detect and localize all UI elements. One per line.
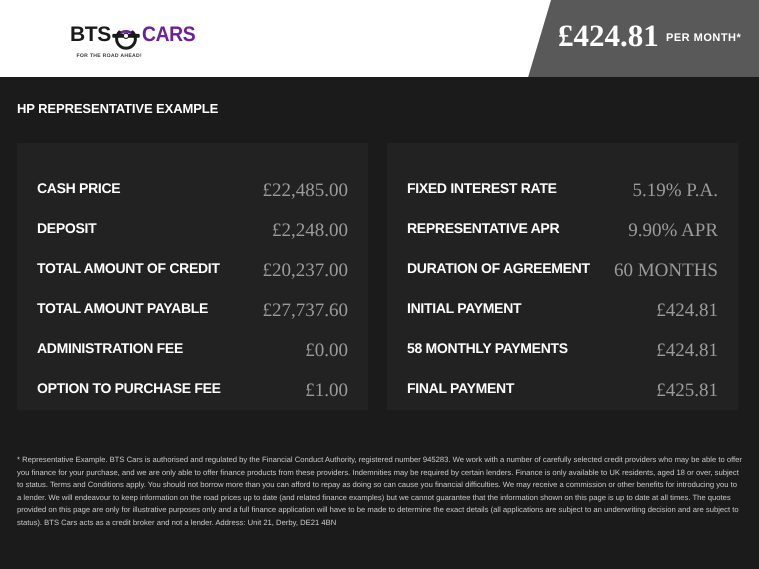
svg-text:BTS: BTS [70,23,111,46]
svg-text:CARS: CARS [142,23,196,46]
svg-text:FOR THE ROAD AHEAD!: FOR THE ROAD AHEAD! [77,53,143,59]
